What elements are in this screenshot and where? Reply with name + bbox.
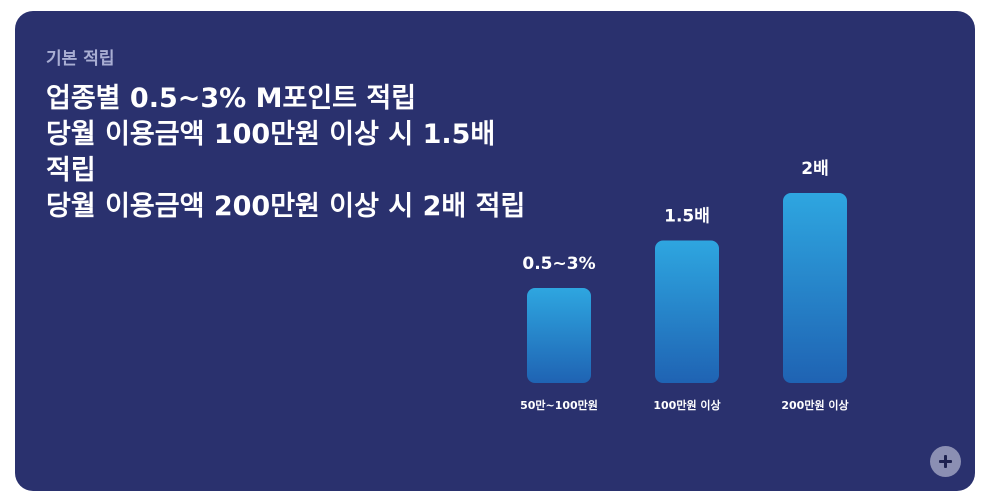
plus-icon bbox=[930, 446, 961, 477]
headline-line: 당월 이용금액 100만원 이상 시 1.5배 bbox=[46, 119, 496, 150]
headline-line: 당월 이용금액 200만원 이상 시 2배 적립 bbox=[46, 191, 526, 222]
bar-category-label: 100만원 이상 bbox=[653, 398, 720, 412]
bar-value-label: 0.5~3% bbox=[522, 254, 595, 274]
headline-line: 적립 bbox=[46, 155, 96, 186]
bar-value-label: 2배 bbox=[801, 159, 828, 179]
bar bbox=[527, 288, 591, 383]
headline-line: 업종별 0.5~3% M포인트 적립 bbox=[46, 83, 417, 114]
bar bbox=[655, 240, 719, 383]
card-eyebrow: 기본 적립 bbox=[46, 49, 115, 69]
expand-button[interactable] bbox=[930, 446, 961, 477]
benefit-card: 기본 적립 업종별 0.5~3% M포인트 적립 당월 이용금액 100만원 이… bbox=[15, 11, 975, 491]
points-bar-chart: 0.5~3% 50만~100만원 1.5배 100만원 이상 2배 200만원 이상 bbox=[520, 159, 849, 412]
bar-category-label: 50만~100만원 bbox=[520, 398, 598, 412]
bar bbox=[783, 193, 847, 383]
bar-category-label: 200만원 이상 bbox=[781, 398, 848, 412]
card-headline: 업종별 0.5~3% M포인트 적립 당월 이용금액 100만원 이상 시 1.… bbox=[46, 81, 586, 225]
bar-value-label: 1.5배 bbox=[664, 207, 710, 227]
